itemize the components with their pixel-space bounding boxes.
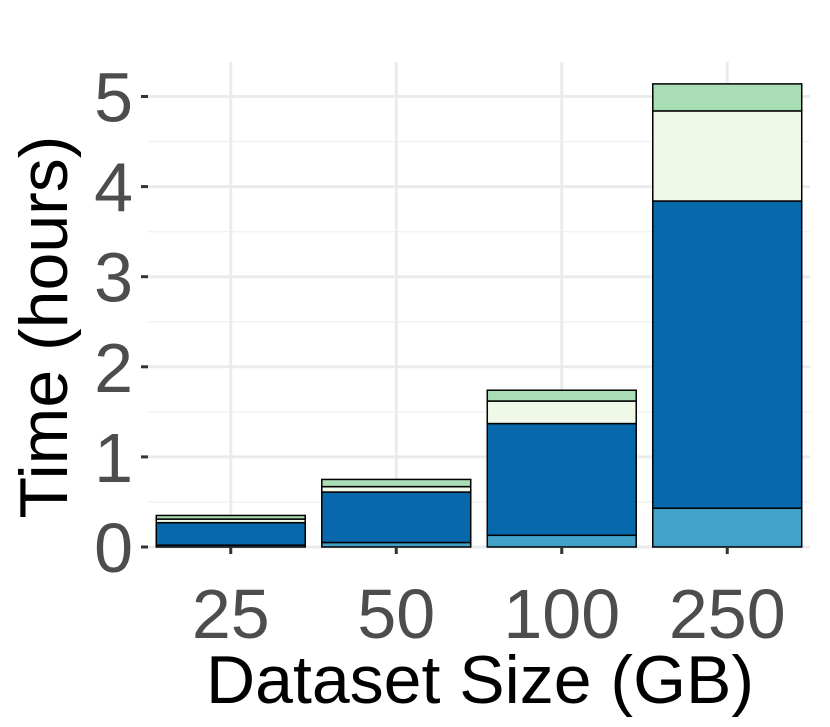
y-tick-label: 5	[94, 59, 133, 137]
x-tick-label: 50	[357, 575, 435, 653]
x-tick-label: 25	[192, 575, 270, 653]
bar-segment-25-2	[155, 521, 306, 546]
bar-segment-50-2	[321, 491, 472, 544]
bar-segment-25-4	[155, 514, 306, 520]
bar-segment-250-1	[652, 507, 803, 548]
bar-segment-50-3	[321, 485, 472, 493]
y-tick-label: 1	[94, 419, 133, 497]
y-tick-label: 2	[94, 329, 133, 407]
bars	[155, 83, 803, 548]
bar-segment-250-4	[652, 83, 803, 112]
x-axis-title: Dataset Size (GB)	[206, 642, 754, 718]
y-axis-title: Time (hours)	[6, 136, 82, 519]
x-tick-label: 100	[503, 575, 620, 653]
bar-segment-100-1	[486, 534, 637, 548]
bar-segment-250-2	[652, 200, 803, 510]
bar-segment-250-3	[652, 110, 803, 202]
x-tick-label: 250	[669, 575, 786, 653]
y-tick-label: 0	[94, 509, 133, 587]
bar-segment-100-2	[486, 422, 637, 537]
y-tick-label: 4	[94, 149, 133, 227]
bar-segment-100-3	[486, 400, 637, 425]
ticks: 0 1 2 3 4 5 25 50 100 250	[94, 59, 786, 654]
bar-segment-50-4	[321, 478, 472, 488]
bar-segment-100-4	[486, 389, 637, 402]
y-tick-label: 3	[94, 239, 133, 317]
